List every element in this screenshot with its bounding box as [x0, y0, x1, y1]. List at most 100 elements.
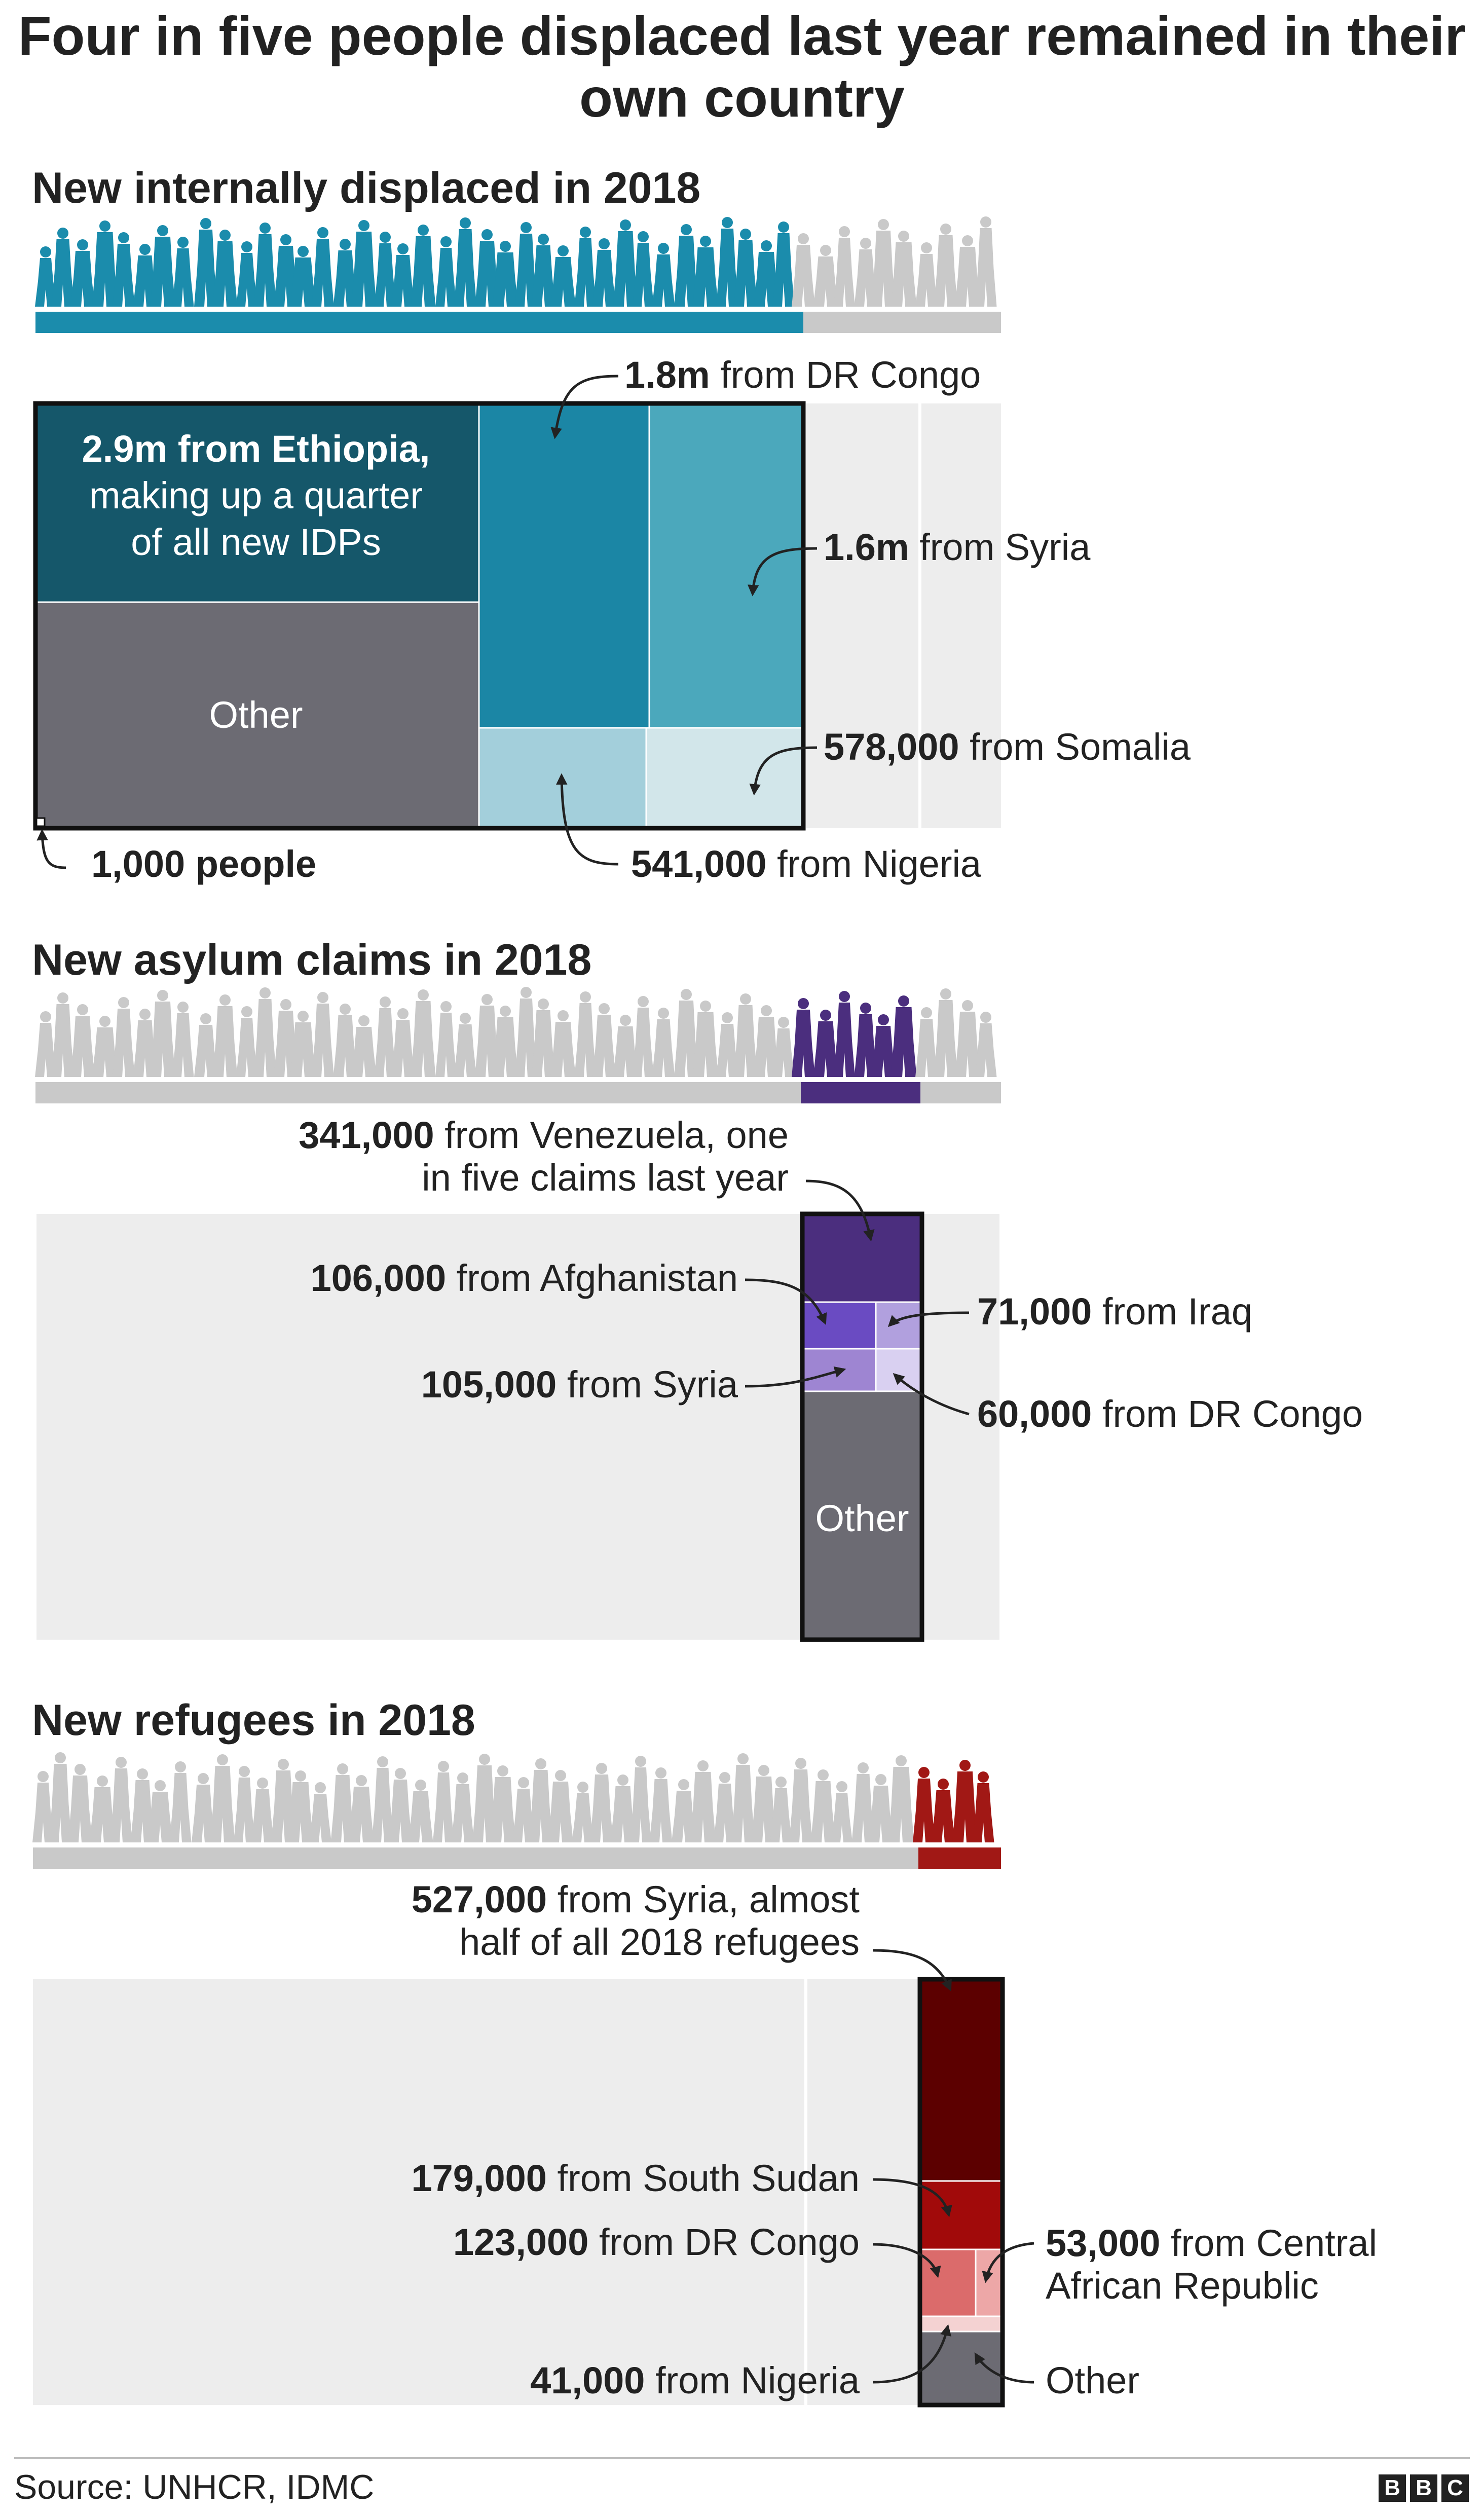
source-note: Source: UNHCR, IDMC	[14, 2468, 375, 2506]
person-silhouette-icon	[915, 1007, 938, 1077]
person-silhouette-icon	[472, 1754, 497, 1842]
person-silhouette-icon	[831, 1781, 852, 1842]
person-silhouette-icon	[610, 1774, 636, 1842]
person-silhouette-icon	[411, 225, 436, 307]
person-silhouette-icon	[550, 245, 576, 307]
refugee-cell-nigeria	[920, 2316, 1003, 2332]
person-silhouette-icon	[492, 1006, 518, 1077]
person-silhouette-icon	[32, 1771, 54, 1842]
person-silhouette-icon	[110, 1757, 132, 1842]
person-silhouette-icon	[834, 226, 855, 307]
person-silhouette-icon	[35, 246, 56, 307]
arrow-icon	[982, 2242, 1034, 2283]
arrow-icon	[745, 1278, 827, 1325]
person-silhouette-icon	[290, 1011, 316, 1077]
person-silhouette-icon	[854, 1003, 877, 1077]
person-silhouette-icon	[150, 225, 175, 307]
asylum-cell-afghanistan	[802, 1302, 876, 1349]
refugee-cell-car	[976, 2249, 1003, 2316]
person-silhouette-icon	[475, 229, 499, 307]
person-silhouette-icon	[770, 1777, 792, 1842]
person-silhouette-icon	[975, 216, 997, 307]
person-silhouette-icon	[92, 1016, 118, 1077]
person-silhouette-icon	[130, 1768, 155, 1842]
refugee-dr-congo-label: 123,000 from DR Congo	[453, 2221, 860, 2263]
person-silhouette-icon	[51, 228, 75, 307]
key-square-1000-people	[35, 817, 46, 827]
person-silhouette-icon	[454, 1013, 477, 1077]
idp-cell-syria	[649, 403, 803, 728]
person-silhouette-icon	[147, 1780, 173, 1842]
people-silhouettes	[32, 216, 997, 1842]
idp-somalia-label: 578,000 from Somalia	[824, 726, 1191, 768]
person-silhouette-icon	[590, 1763, 613, 1842]
person-silhouette-icon	[374, 232, 396, 307]
arrow-icon	[887, 1311, 970, 1327]
person-silhouette-icon	[212, 230, 238, 307]
idp-section-title: New internally displaced in 2018	[32, 164, 701, 212]
person-silhouette-icon	[70, 1004, 95, 1077]
asylum-cell-iraq	[876, 1302, 922, 1349]
person-silhouette-icon	[49, 1752, 72, 1842]
idp-syria-label: 1.6m from Syria	[824, 526, 1091, 568]
person-silhouette-icon	[312, 227, 334, 307]
person-silhouette-icon	[813, 1010, 838, 1077]
arrow-icon	[893, 1373, 970, 1416]
person-silhouette-icon	[251, 1778, 274, 1842]
asylum-cell-dr-congo	[876, 1349, 922, 1391]
person-silhouette-icon	[333, 1004, 357, 1077]
arrow-icon	[550, 375, 619, 439]
person-silhouette-icon	[68, 1764, 92, 1842]
person-silhouette-icon	[813, 245, 838, 307]
idp-cell-somalia	[646, 728, 803, 828]
person-silhouette-icon	[714, 1772, 736, 1842]
person-silhouette-icon	[649, 1767, 673, 1842]
asylum-share-bar-fill	[801, 1082, 920, 1103]
person-silhouette-icon	[531, 234, 555, 307]
arrow-icon	[36, 829, 66, 869]
person-silhouette-icon	[891, 231, 917, 307]
idp-remaining-area	[806, 403, 1001, 828]
person-silhouette-icon	[652, 243, 675, 307]
person-silhouette-icon	[716, 1012, 738, 1077]
person-silhouette-icon	[475, 994, 499, 1077]
refugee-nigeria-label: 41,000 from Nigeria	[530, 2359, 860, 2401]
page-title: Four in five people displaced last year …	[18, 5, 1466, 128]
idp-other-label: Other	[209, 694, 303, 736]
asylum-syria-label: 105,000 from Syria	[421, 1363, 738, 1406]
person-silhouette-icon	[290, 246, 316, 307]
person-silhouette-icon	[592, 238, 616, 307]
refugee-other-label: Other	[1046, 2359, 1140, 2401]
person-silhouette-icon	[754, 240, 779, 307]
asylum-afghanistan-label: 106,000 from Afghanistan	[310, 1257, 738, 1299]
person-silhouette-icon	[194, 218, 217, 307]
refugee-share-bar-fill	[918, 1847, 1001, 1869]
person-silhouette-icon	[454, 217, 477, 307]
asylum-dr-congo-label: 60,000 from DR Congo	[977, 1393, 1363, 1435]
person-silhouette-icon	[674, 224, 698, 307]
person-silhouette-icon	[888, 1755, 914, 1842]
person-silhouette-icon	[70, 239, 95, 307]
person-silhouette-icon	[391, 243, 415, 307]
idp-ethiopia-label: 2.9m from Ethiopia, making up a quarter of…	[82, 428, 430, 563]
person-silhouette-icon	[692, 236, 719, 307]
refugee-remaining-area	[33, 1979, 1001, 2405]
person-silhouette-icon	[913, 1767, 935, 1842]
person-silhouette-icon	[51, 992, 75, 1077]
arrow-icon	[974, 2352, 1034, 2384]
arrow-icon	[872, 2243, 941, 2278]
person-silhouette-icon	[772, 1017, 795, 1077]
person-silhouette-icon	[871, 1014, 896, 1077]
arrow-icon	[805, 1179, 875, 1242]
person-silhouette-icon	[529, 1758, 553, 1842]
arrow-icon	[747, 547, 818, 597]
person-silhouette-icon	[574, 227, 597, 307]
refugee-share-bar-track	[33, 1847, 1001, 1869]
person-silhouette-icon	[309, 1782, 331, 1842]
person-silhouette-icon	[574, 991, 597, 1077]
person-silhouette-icon	[133, 244, 157, 307]
person-silhouette-icon	[372, 1756, 394, 1842]
person-silhouette-icon	[89, 1776, 116, 1842]
person-silhouette-icon	[672, 1779, 696, 1842]
person-silhouette-icon	[435, 1001, 457, 1077]
